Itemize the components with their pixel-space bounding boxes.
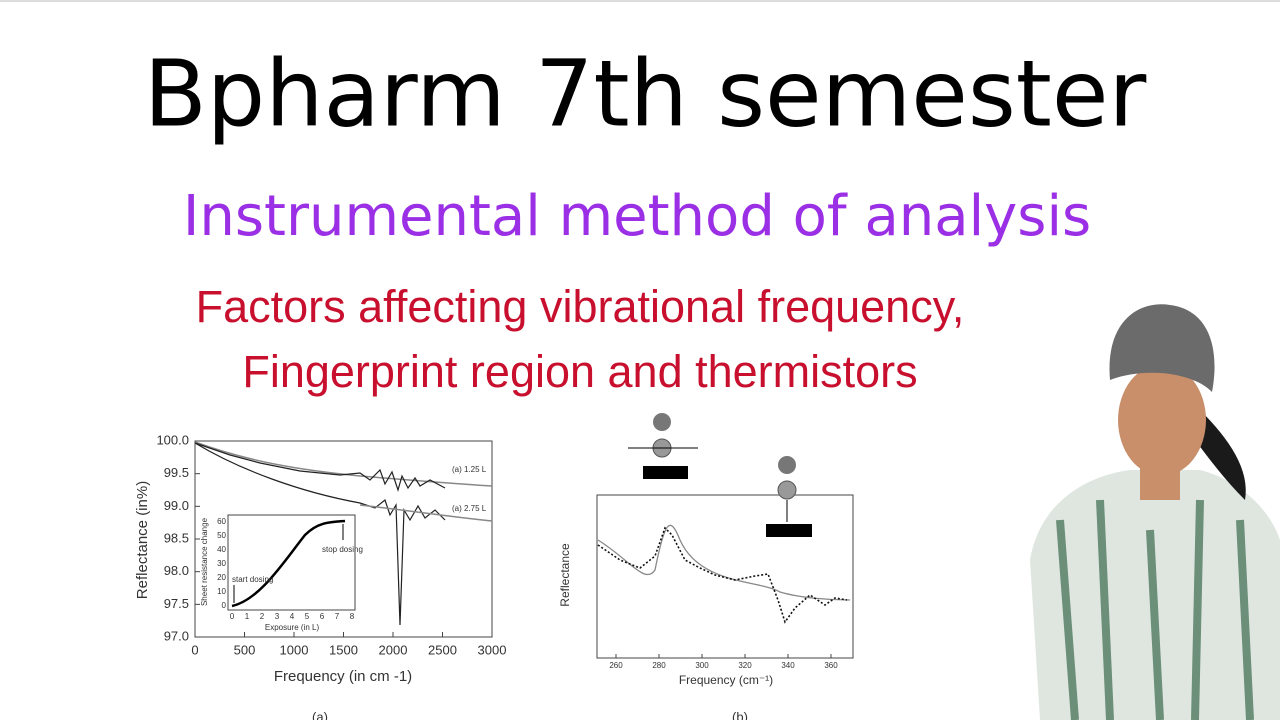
inset-x-tick-label: 4 bbox=[290, 612, 295, 621]
y-tick-label: 99.5 bbox=[164, 465, 189, 480]
inset-x-tick-label: 6 bbox=[320, 612, 325, 621]
inset-x-tick-label: 1 bbox=[245, 612, 250, 621]
inset-x-tick-label: 2 bbox=[260, 612, 265, 621]
inset-x-tick-label: 8 bbox=[350, 612, 355, 621]
x-tick-label: 260 bbox=[609, 661, 623, 670]
x-tick-label: 2000 bbox=[379, 642, 408, 657]
hair bbox=[1195, 410, 1246, 500]
annotation: stop dosing bbox=[322, 545, 363, 554]
y-tick-label: 97.0 bbox=[164, 628, 189, 643]
title: Bpharm 7th semester bbox=[144, 40, 1147, 147]
annotation: (a) 1.25 L bbox=[452, 465, 487, 474]
inset-y-tick-label: 30 bbox=[217, 559, 226, 568]
data-curve bbox=[597, 526, 848, 624]
y-tick-label: 98.5 bbox=[164, 530, 189, 545]
inset-x-tick-label: 7 bbox=[335, 612, 340, 621]
atom bbox=[653, 413, 671, 431]
atom bbox=[778, 456, 796, 474]
annotation: (a) 2.75 L bbox=[452, 504, 487, 513]
fit-curve bbox=[597, 524, 851, 601]
x-axis-label: Frequency (in cm -1) bbox=[274, 668, 412, 685]
inset-y-tick-label: 60 bbox=[217, 517, 226, 526]
face bbox=[1118, 364, 1206, 476]
inset-y-tick-label: 40 bbox=[217, 545, 226, 554]
inset-y-tick-label: 20 bbox=[217, 573, 226, 582]
x-tick-label: 0 bbox=[191, 642, 198, 657]
inset-curve bbox=[231, 519, 346, 608]
inset-y-label: Sheet resistance change bbox=[200, 517, 209, 606]
presenter-photo bbox=[1030, 304, 1280, 720]
neck bbox=[1140, 465, 1180, 500]
fit-curve bbox=[359, 504, 493, 522]
inset-y-tick-label: 10 bbox=[217, 587, 226, 596]
annotation: start dosing bbox=[232, 575, 273, 584]
x-tick-label: 360 bbox=[824, 661, 838, 670]
subtitle: Instrumental method of analysis bbox=[183, 184, 1091, 249]
caption: (a) bbox=[312, 709, 328, 720]
hat bbox=[1109, 304, 1215, 392]
x-tick-label: 280 bbox=[652, 661, 666, 670]
x-tick-label: 300 bbox=[695, 661, 709, 670]
inset-x-tick-label: 3 bbox=[275, 612, 280, 621]
caption: (b) bbox=[732, 709, 748, 720]
y-tick-label: 100.0 bbox=[156, 432, 189, 447]
figure-b: 260 280 300 320 340 360 Reflectance Frequency (… bbox=[558, 413, 854, 720]
y-tick-label: 97.5 bbox=[164, 596, 189, 611]
y-axis-label: Reflectance (in%) bbox=[134, 481, 151, 599]
surface bbox=[643, 466, 688, 479]
x-axis-label: Frequency (cm⁻¹) bbox=[679, 673, 773, 687]
topic-line: Fingerprint region and thermistors bbox=[242, 346, 917, 397]
x-tick-label: 320 bbox=[738, 661, 752, 670]
inset-x-label: Exposure (in L) bbox=[265, 623, 320, 632]
fit-curve bbox=[194, 441, 493, 487]
inset-y-tick-label: 0 bbox=[222, 601, 227, 610]
plot-frame bbox=[596, 494, 854, 659]
atom bbox=[777, 480, 797, 500]
x-tick-label: 1000 bbox=[280, 642, 309, 657]
x-tick-label: 2500 bbox=[428, 642, 457, 657]
y-tick-label: 98.0 bbox=[164, 563, 189, 578]
inset-x-tick-label: 5 bbox=[305, 612, 310, 621]
topic-line: Factors affecting vibrational frequency, bbox=[196, 281, 965, 332]
y-tick-label: 99.0 bbox=[164, 498, 189, 513]
x-tick-label: 340 bbox=[781, 661, 795, 670]
curve-2-75L bbox=[194, 442, 446, 626]
x-tick-label: 3000 bbox=[478, 642, 507, 657]
curve-1-25L bbox=[194, 442, 446, 493]
x-tick-label: 1500 bbox=[329, 642, 358, 657]
inset-y-tick-label: 50 bbox=[217, 531, 226, 540]
figure-a: 100.099.599.098.598.097.597.00 500 1000 150… bbox=[134, 432, 506, 720]
inset-frame bbox=[227, 514, 356, 611]
y-axis-label: Reflectance bbox=[558, 543, 572, 607]
surface bbox=[766, 524, 812, 537]
shirt-stripes bbox=[1056, 499, 1254, 720]
x-tick-label: 500 bbox=[234, 642, 256, 657]
inset-x-tick-label: 0 bbox=[230, 612, 235, 621]
